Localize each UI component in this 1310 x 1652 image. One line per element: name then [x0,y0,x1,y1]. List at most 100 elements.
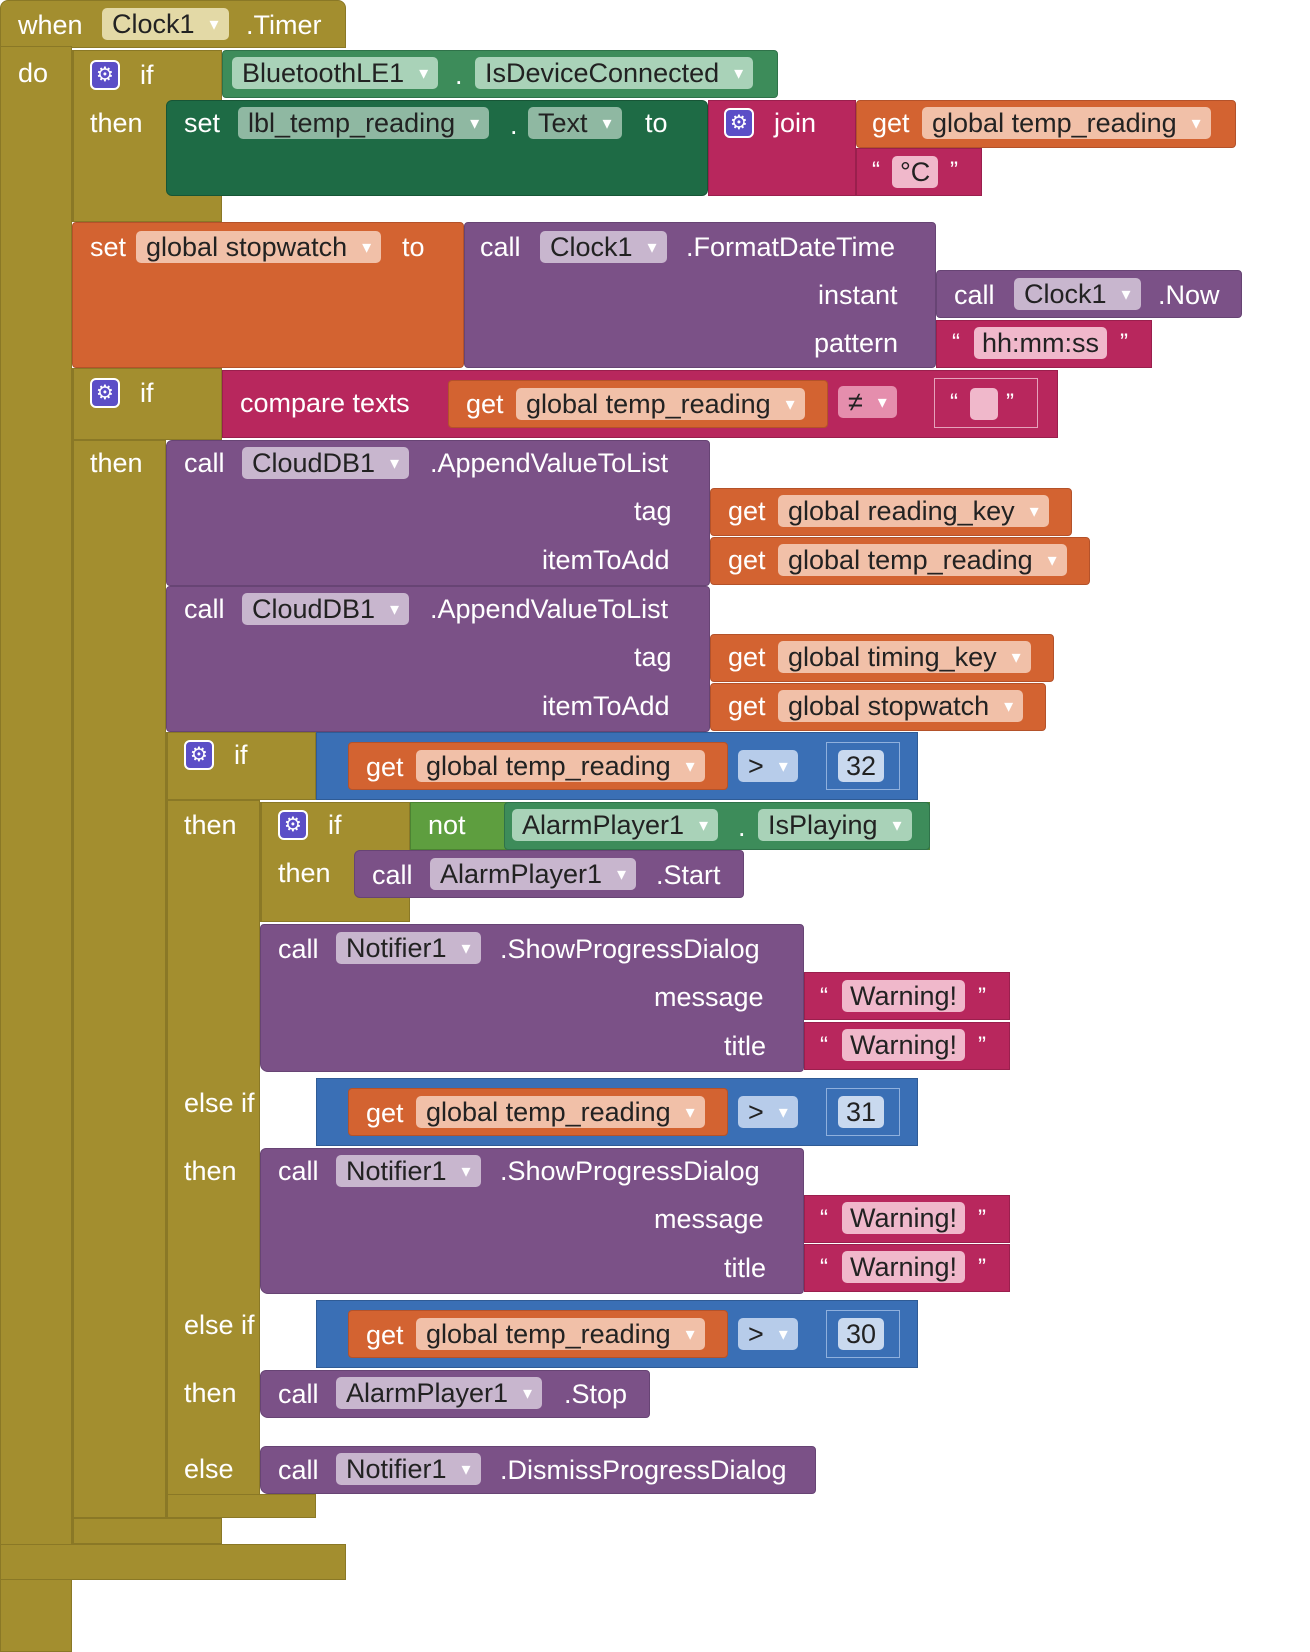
gt-operator-dropdown[interactable]: > [738,1318,798,1350]
threshold-31-field[interactable]: 31 [838,1096,885,1128]
not-label: not [428,810,466,840]
temp-reading-variable-dropdown[interactable]: global temp_reading [416,1318,705,1350]
dot-label: . [738,812,746,842]
else-if-label: else if [184,1088,255,1118]
open-quote: “ [820,1254,828,1281]
get-label: get [728,496,766,526]
if-block-4-bottom[interactable] [166,1494,316,1518]
gear-icon[interactable]: ⚙ [90,378,120,408]
pattern-text-field[interactable]: hh:mm:ss [974,327,1108,359]
call-label: call [278,1379,319,1409]
close-quote: ” [950,157,958,184]
then-label: then [184,1378,237,1408]
label-component-dropdown[interactable]: lbl_temp_reading [238,107,490,139]
clock-component-dropdown[interactable]: Clock1 [1014,278,1141,310]
timer-event-label: .Timer [246,10,322,40]
if-label: if [328,810,342,840]
alarm-component-dropdown[interactable]: AlarmPlayer1 [430,858,637,890]
gt-operator-dropdown[interactable]: > [738,1096,798,1128]
gear-icon[interactable]: ⚙ [184,740,214,770]
item-to-add-label: itemToAdd [542,691,670,721]
set-label: set [90,232,127,262]
warning-text-block[interactable] [804,972,1010,1020]
get-label: get [872,108,910,138]
title-label: title [724,1253,767,1283]
get-label: get [728,545,766,575]
get-label: get [728,642,766,672]
close-quote: ” [978,1254,986,1281]
clock-component-dropdown[interactable]: Clock1 [102,8,229,40]
compare-operator-dropdown[interactable]: ≠ [838,386,897,418]
call-label: call [954,280,995,310]
close-quote: ” [1006,389,1014,416]
open-quote: “ [820,1205,828,1232]
gear-icon[interactable]: ⚙ [278,810,308,840]
close-quote: ” [978,1205,986,1232]
temp-reading-variable-dropdown[interactable]: global temp_reading [416,1096,705,1128]
if-label: if [234,740,248,770]
event-block-left-bar[interactable] [0,46,72,1652]
title-label: title [724,1031,767,1061]
call-label: call [184,594,225,624]
do-label: do [18,58,49,88]
call-label: call [480,232,521,262]
clock-component-dropdown[interactable]: Clock1 [540,231,667,263]
reading-key-variable-dropdown[interactable]: global reading_key [778,495,1049,527]
notifier-component-dropdown[interactable]: Notifier1 [336,932,481,964]
threshold-32-field[interactable]: 32 [838,750,885,782]
instant-label: instant [818,280,898,310]
temp-reading-variable-dropdown[interactable]: global temp_reading [922,107,1211,139]
unit-text-field[interactable]: °C [892,156,939,188]
close-quote: ” [978,983,986,1010]
get-label: get [728,691,766,721]
gt-operator-dropdown[interactable]: > [738,750,798,782]
ble-component-dropdown[interactable]: BluetoothLE1 [232,57,439,89]
is-playing-property-dropdown[interactable]: IsPlaying [758,809,912,841]
else-label: else [184,1454,234,1484]
threshold-30-field[interactable]: 30 [838,1318,885,1350]
call-label: call [278,934,319,964]
to-label: to [645,108,668,138]
call-label: call [278,1455,319,1485]
empty-text-field[interactable] [970,388,998,420]
notifier-component-dropdown[interactable]: Notifier1 [336,1155,481,1187]
if-block-3-bottom[interactable] [72,1518,222,1544]
then-label: then [90,448,143,478]
ble-property-dropdown[interactable]: IsDeviceConnected [475,57,754,89]
alarm-component-dropdown[interactable]: AlarmPlayer1 [512,809,719,841]
alarm-component-dropdown[interactable]: AlarmPlayer1 [336,1377,543,1409]
get-label: get [466,389,504,419]
warning-message-field[interactable]: Warning! [842,980,966,1012]
clouddb-component-dropdown[interactable]: CloudDB1 [242,447,410,479]
timing-key-variable-dropdown[interactable]: global timing_key [778,641,1031,673]
temp-reading-variable-dropdown[interactable]: global temp_reading [778,544,1067,576]
temp-reading-variable-dropdown[interactable]: global temp_reading [416,750,705,782]
stopwatch-variable-dropdown[interactable]: global stopwatch [136,231,382,263]
temp-reading-variable-dropdown[interactable]: global temp_reading [516,388,805,420]
label-property-dropdown[interactable]: Text [528,107,622,139]
warning-title-field[interactable]: Warning! [842,1251,966,1283]
gear-icon[interactable]: ⚙ [724,108,754,138]
if-block-4-body-bar[interactable] [166,800,260,1496]
clouddb-component-dropdown[interactable]: CloudDB1 [242,593,410,625]
close-quote: ” [1120,329,1128,356]
stopwatch-variable-dropdown[interactable]: global stopwatch [778,690,1024,722]
else-if-label: else if [184,1310,255,1340]
call-label: call [184,448,225,478]
set-label: set [184,108,221,138]
if-block-3-body-bar[interactable] [72,440,166,1518]
get-label: get [366,752,404,782]
warning-message-field[interactable]: Warning! [842,1202,966,1234]
dismiss-method-label: .DismissProgressDialog [500,1455,787,1485]
call-label: call [278,1156,319,1186]
append-method-label: .AppendValueToList [430,448,669,478]
gear-icon[interactable]: ⚙ [90,60,120,90]
open-quote: “ [820,1032,828,1059]
then-label: then [184,1156,237,1186]
empty-text-block[interactable] [934,378,1038,428]
warning-title-field[interactable]: Warning! [842,1029,966,1061]
open-quote: “ [950,389,958,416]
event-block-bottom[interactable] [0,1544,346,1580]
join-label: join [774,108,817,138]
notifier-component-dropdown[interactable]: Notifier1 [336,1453,481,1485]
